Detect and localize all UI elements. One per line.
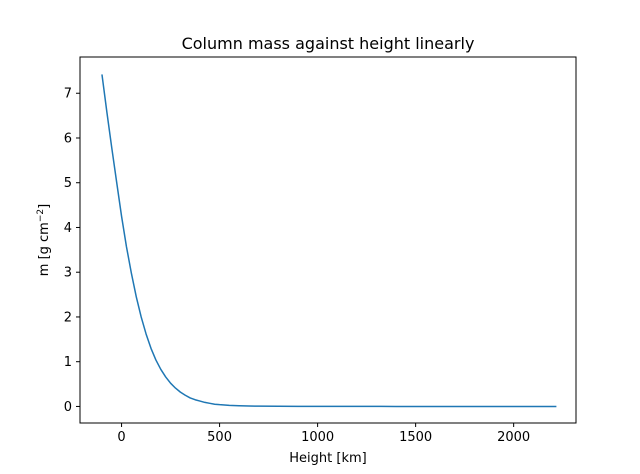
axes-frame [79, 56, 577, 424]
y-tick-label: 6 [64, 131, 72, 146]
x-tick-label: 2000 [497, 430, 530, 445]
y-tick-label: 3 [64, 266, 72, 281]
chart-title: Column mass against height linearly [182, 34, 475, 53]
x-axis-label: Height [km] [289, 451, 366, 466]
series-line [101, 74, 557, 408]
y-tick-label: 1 [64, 355, 72, 370]
y-tick-label: 2 [64, 310, 72, 325]
y-axis-label: m [g cm−2] [36, 204, 52, 276]
y-tick-label: 0 [64, 400, 72, 415]
y-tick-label: 7 [64, 87, 72, 102]
y-tick-label: 4 [64, 221, 72, 236]
x-tick-label: 1500 [399, 430, 432, 445]
plot-area: 0 500 1000 1500 2000 0 1 2 3 4 5 6 7 [64, 74, 557, 445]
x-tick-label: 500 [207, 430, 232, 445]
x-tick-label: 1000 [301, 430, 334, 445]
y-tick-label: 5 [64, 176, 72, 191]
x-tick-label: 0 [117, 430, 125, 445]
